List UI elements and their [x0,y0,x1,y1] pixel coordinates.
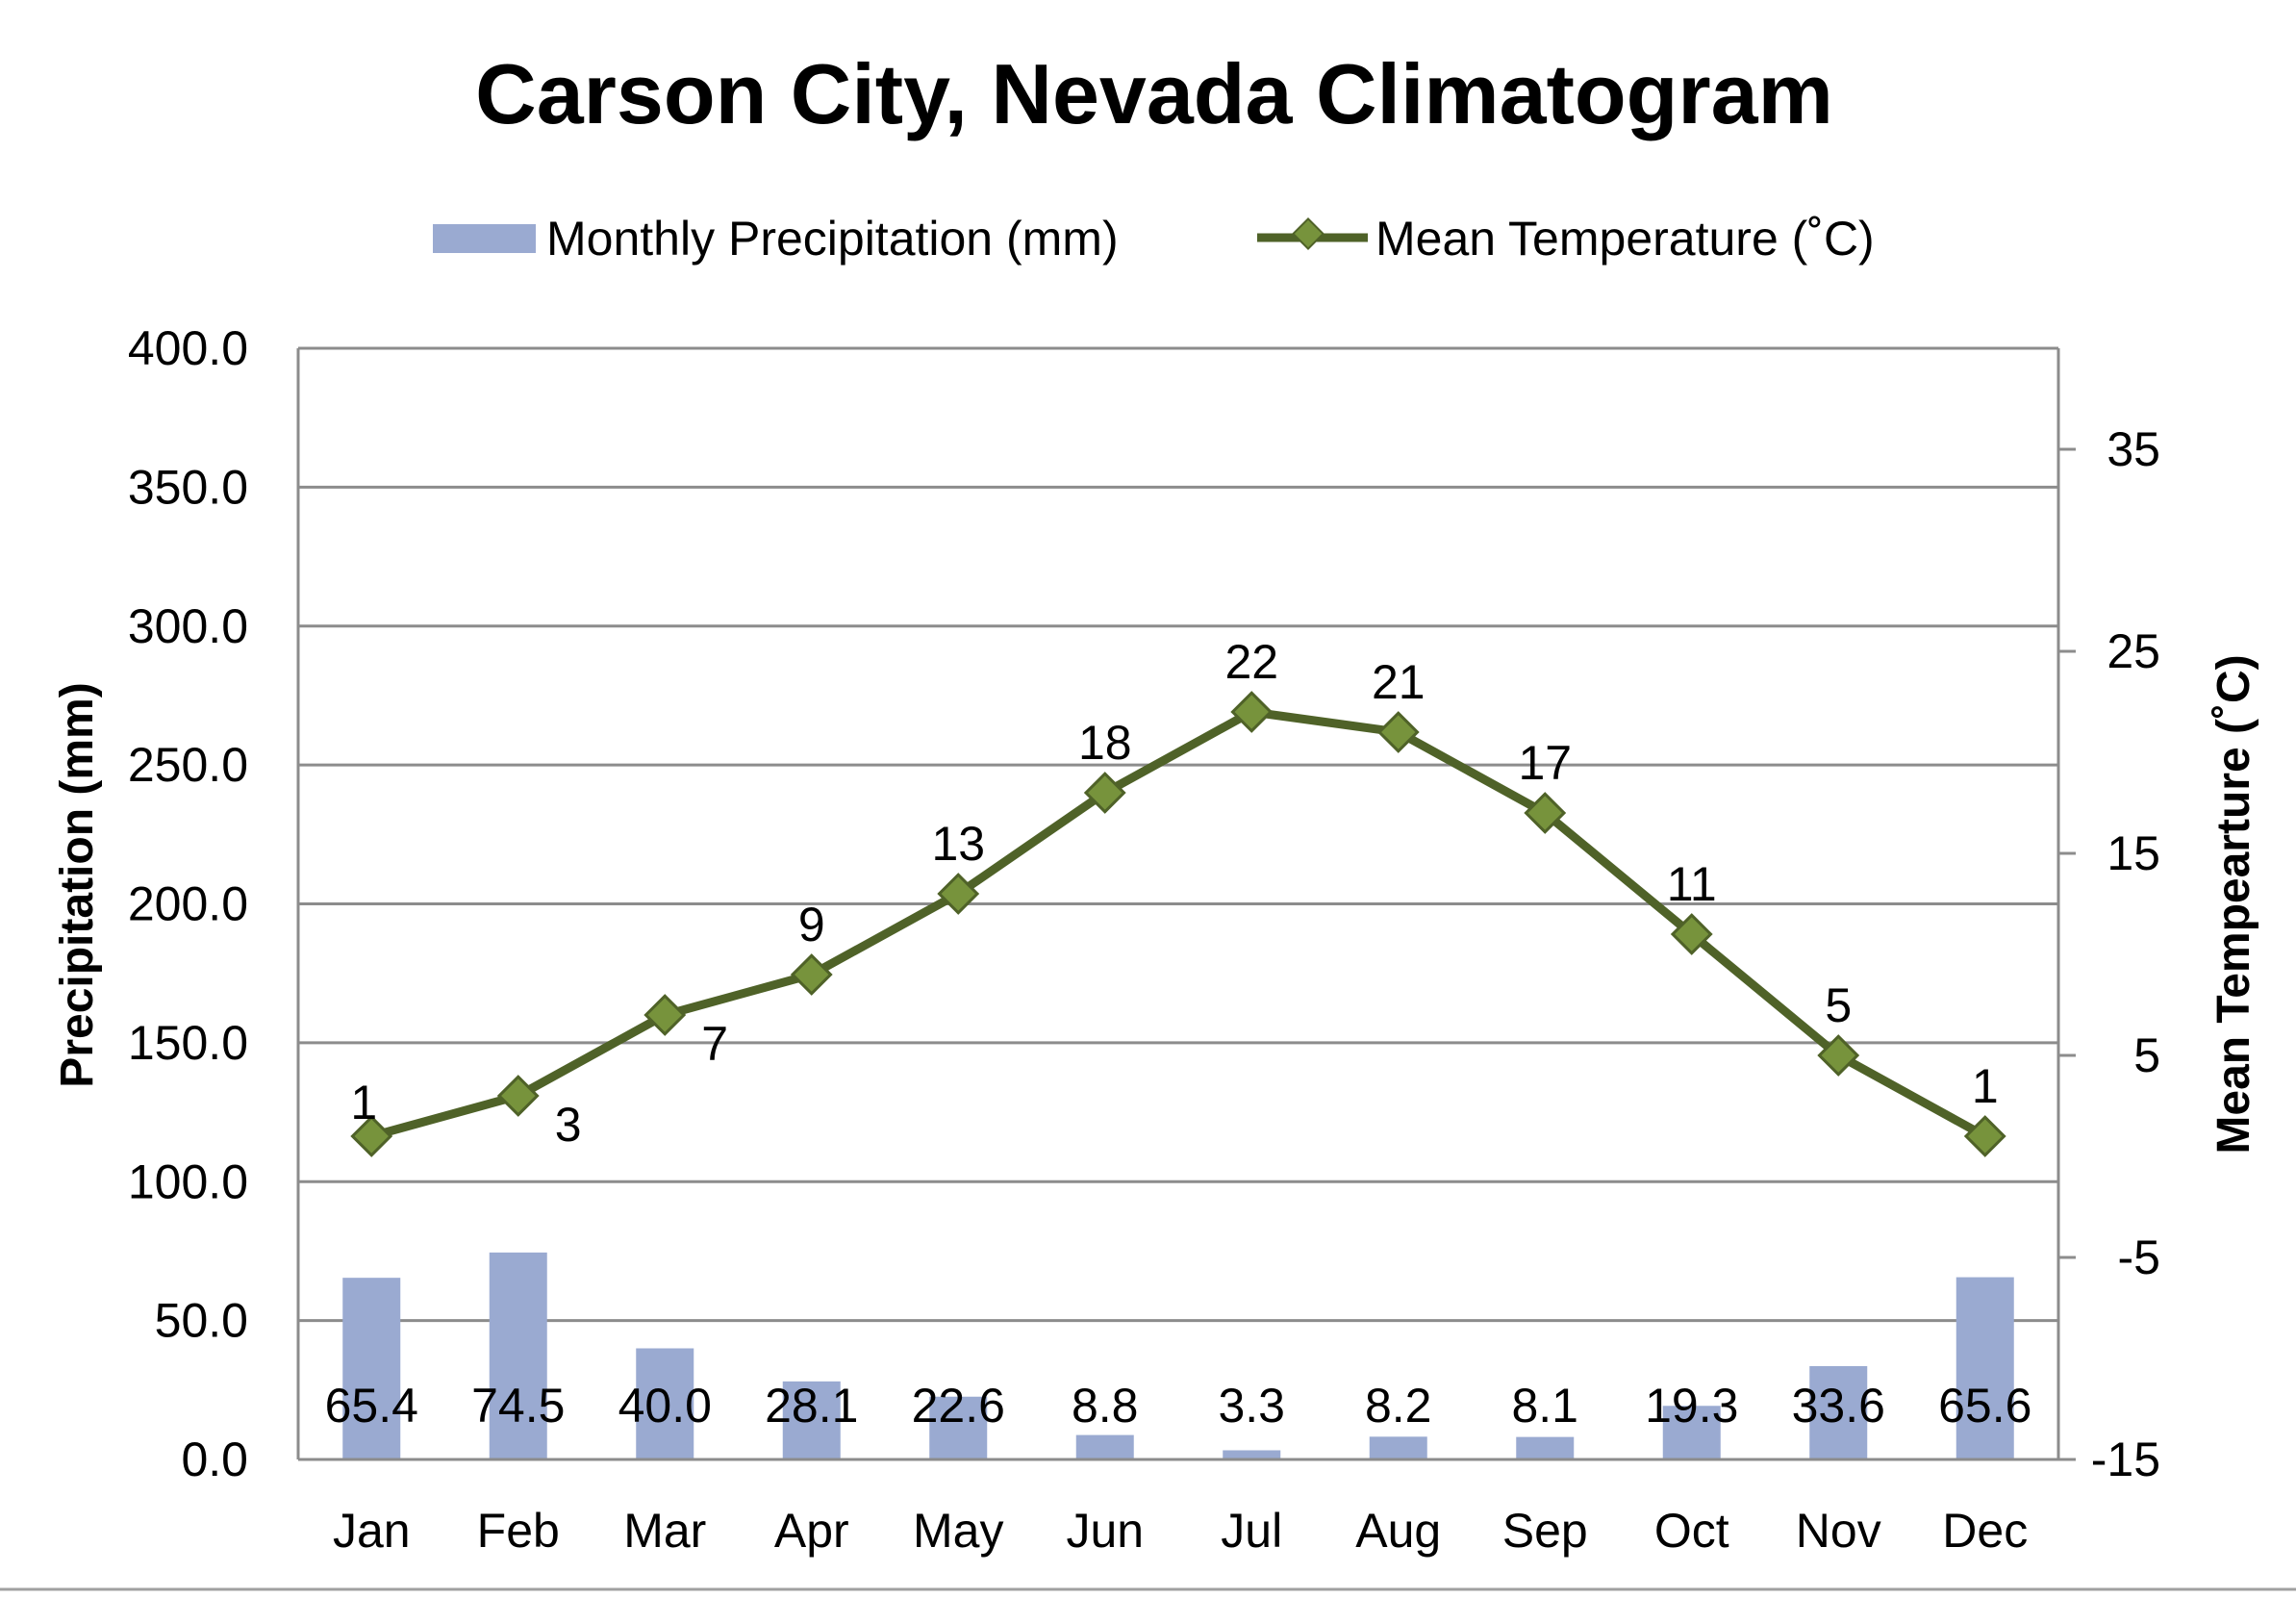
left-tick-label: 100.0 [128,1154,248,1208]
left-tick-label: 200.0 [128,877,248,931]
x-tick-label: Mar [623,1504,706,1558]
temperature-marker [1376,711,1420,753]
left-axis-ticks: 0.0 50.0 100.0 150.0 200.0 250.0 300.0 350.0 400… [128,321,248,1486]
temperature-marker [1230,691,1274,733]
legend-swatch-precipitation [433,224,536,253]
precipitation-bar [929,1396,988,1459]
legend-swatch-temperature-marker [1292,217,1325,250]
left-axis-title: Precipitation (mm) [52,682,103,1087]
legend: Monthly Precipitation (mm) Mean Temperat… [433,212,1875,266]
temperature-marker [1963,1115,2006,1157]
x-tick-label: Apr [774,1504,849,1558]
precipitation-data-label: 3.3 [1218,1379,1285,1433]
temperature-line [350,691,2006,1157]
precipitation-bar [1809,1365,1868,1459]
x-tick-label: Aug [1355,1504,1441,1558]
right-tick-label: 35 [2107,422,2160,476]
precipitation-data-labels: 65.4 74.5 40.0 28.1 22.6 8.8 3.3 8.2 8.1 19.3 33.6… [325,1379,2032,1433]
precipitation-data-label: 74.5 [471,1379,565,1433]
right-tick-label: 15 [2107,826,2160,880]
x-tick-label: Nov [1796,1504,1881,1558]
left-tick-label: 0.0 [181,1433,248,1486]
left-tick-label: 50.0 [155,1294,248,1348]
temperature-marker [1670,913,1713,955]
temperature-data-label: 1 [1972,1059,1999,1113]
left-tick-label: 400.0 [128,321,248,375]
temperature-data-label: 1 [350,1076,377,1129]
precipitation-bar [1075,1434,1134,1459]
legend-label-precipitation: Monthly Precipitation (mm) [546,212,1119,266]
precipitation-data-label: 8.8 [1072,1379,1139,1433]
x-tick-label: Jun [1066,1504,1144,1558]
right-tick-label: 5 [2133,1028,2160,1082]
temperature-data-label: 21 [1372,655,1426,709]
temperature-data-label: 5 [1825,978,1852,1032]
x-tick-label: Dec [1942,1504,2028,1558]
precipitation-bar [1955,1277,2014,1459]
temperature-data-label: 11 [1667,857,1717,911]
temperature-marker [1524,792,1567,834]
precipitation-data-label: 33.6 [1792,1379,1885,1433]
x-tick-label: Feb [477,1504,560,1558]
temperature-data-label: 22 [1224,635,1278,689]
precipitation-data-label: 40.0 [618,1379,712,1433]
temperature-marker [937,873,980,915]
precipitation-data-label: 8.2 [1365,1379,1432,1433]
precipitation-bar [1369,1436,1427,1459]
x-axis-ticks: Jan Feb Mar Apr May Jun Jul Aug Sep Oct Nov Dec [333,1504,2028,1558]
temperature-marker [1817,1034,1860,1077]
precipitation-data-label: 8.1 [1511,1379,1578,1433]
chart-title: Carson City, Nevada Climatogram [475,46,1833,141]
temperature-marker [643,994,687,1036]
precipitation-bar [782,1381,841,1459]
right-axis-ticks: -15 -5 5 15 25 35 [2058,422,2160,1486]
left-tick-label: 250.0 [128,738,248,792]
temperature-marker [790,953,833,996]
left-tick-label: 350.0 [128,460,248,514]
temperature-data-label: 3 [555,1098,582,1152]
temperature-data-label: 7 [701,1017,728,1071]
right-tick-label: -15 [2091,1433,2160,1486]
temperature-data-label: 9 [798,898,825,951]
precipitation-bar [636,1348,694,1459]
precipitation-bars [342,1252,2014,1459]
temperature-data-label: 18 [1078,716,1132,770]
precipitation-bar [1516,1436,1575,1459]
temperature-marker [350,1115,393,1157]
x-tick-label: May [913,1504,1003,1558]
right-tick-label: 25 [2107,624,2160,678]
temperature-data-label: 13 [931,817,985,871]
x-tick-label: Oct [1654,1504,1729,1558]
precipitation-bar [489,1252,547,1459]
precipitation-bar [1662,1406,1721,1459]
temperature-marker [1083,772,1126,814]
precipitation-data-label: 65.6 [1938,1379,2031,1433]
precipitation-bar [342,1278,401,1459]
temperature-marker [496,1075,540,1117]
legend-label-temperature: Mean Temperature (˚C) [1375,212,1875,266]
left-tick-label: 300.0 [128,599,248,653]
x-tick-label: Jul [1221,1504,1282,1558]
precipitation-data-label: 28.1 [765,1379,858,1433]
precipitation-bar [1223,1450,1281,1459]
precipitation-data-label: 65.4 [325,1379,418,1433]
precipitation-data-label: 19.3 [1645,1379,1738,1433]
x-tick-label: Sep [1502,1504,1588,1558]
temperature-series-line [370,707,1987,1141]
left-tick-label: 150.0 [128,1016,248,1070]
gridlines [298,346,2058,1461]
plot-frame [296,348,2060,1461]
temperature-data-label: 17 [1518,736,1572,790]
x-tick-label: Jan [333,1504,411,1558]
right-axis-title: Mean Tempearture (˚C) [2208,654,2259,1154]
right-tick-label: -5 [2118,1230,2160,1284]
precipitation-data-label: 22.6 [912,1379,1005,1433]
